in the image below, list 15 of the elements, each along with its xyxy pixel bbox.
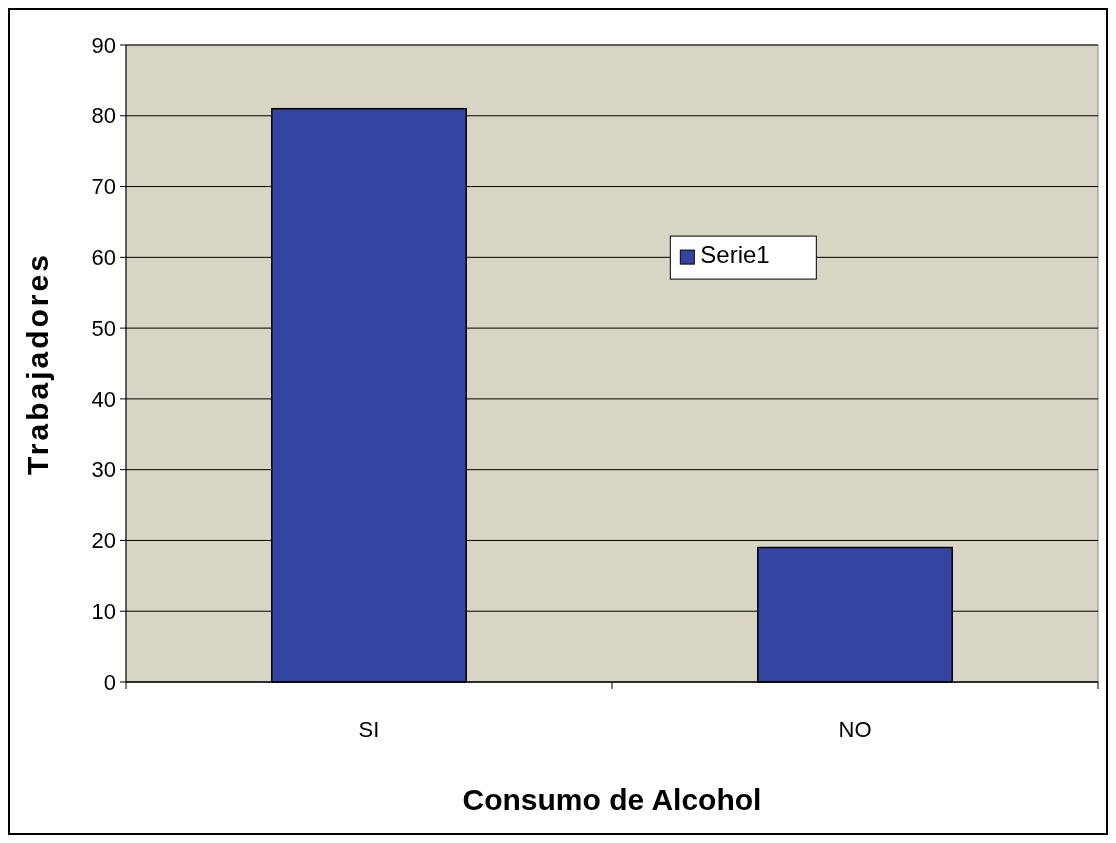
y-tick-label: 40 <box>91 386 116 412</box>
y-tick-label: 0 <box>103 669 116 695</box>
legend-label: Serie1 <box>700 241 770 269</box>
x-tick-label: SI <box>358 717 380 742</box>
y-tick-label: 50 <box>91 315 116 341</box>
y-axis-title: Trabajadores <box>21 252 54 475</box>
x-axis-title: Consumo de Alcohol <box>462 783 762 816</box>
y-tick-label: 90 <box>91 32 116 58</box>
y-tick-label: 60 <box>91 245 116 271</box>
y-tick-label: 70 <box>91 174 116 200</box>
x-tick-label: NO <box>838 717 872 742</box>
y-tick-label: 10 <box>91 598 116 624</box>
y-tick-label: 20 <box>91 528 116 554</box>
y-tick-label: 30 <box>91 457 116 483</box>
y-tick-label: 80 <box>91 103 116 129</box>
